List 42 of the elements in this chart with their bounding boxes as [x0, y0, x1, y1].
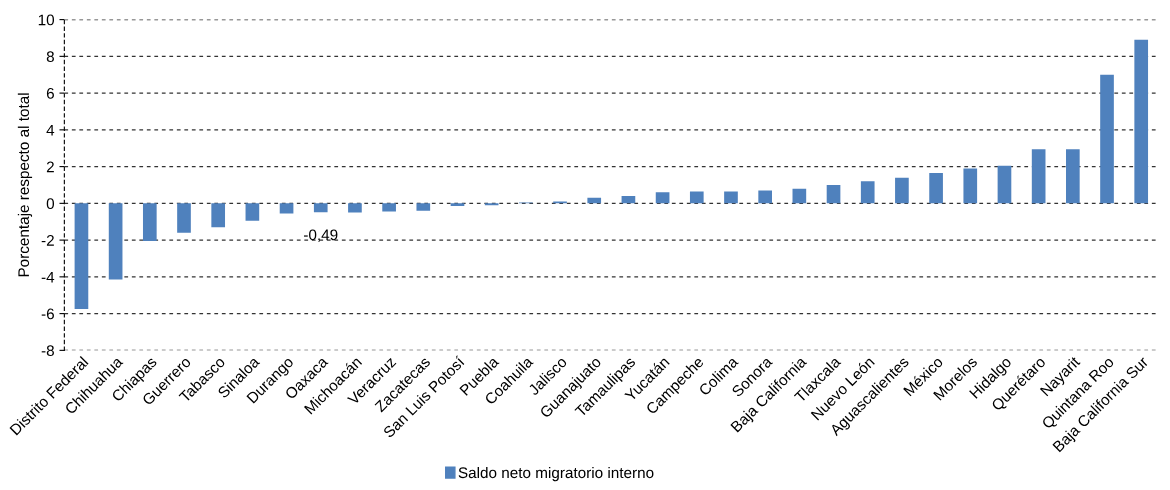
y-tick-label: -4	[41, 271, 55, 283]
bar	[348, 203, 362, 213]
bar	[313, 203, 328, 213]
bar	[929, 173, 943, 204]
data-label: -0,49	[304, 229, 338, 243]
bar	[279, 203, 294, 214]
bar	[382, 203, 396, 212]
y-axis-title: Porcentaje respecto al total	[17, 93, 33, 277]
bar	[245, 203, 260, 221]
bar	[895, 177, 909, 204]
y-tick-label: 4	[46, 124, 55, 136]
bar	[655, 192, 670, 204]
legend-label: Saldo neto migratorio interno	[458, 466, 654, 482]
y-tick-label: -8	[41, 345, 54, 357]
bar	[860, 181, 875, 204]
bar	[792, 188, 807, 204]
bar	[689, 191, 704, 204]
y-tick-label: -2	[41, 234, 54, 246]
bar	[1134, 39, 1149, 204]
y-tick-label: -6	[41, 308, 54, 320]
bar	[74, 203, 89, 310]
bar	[997, 165, 1012, 204]
y-tick-label: 0	[46, 198, 55, 210]
bar	[416, 203, 431, 211]
bar	[587, 197, 602, 204]
bar	[724, 191, 738, 204]
y-tick-label: 2	[46, 161, 54, 173]
bar	[1066, 149, 1080, 204]
bar	[211, 203, 226, 228]
bar	[963, 168, 978, 204]
bar	[1100, 74, 1114, 204]
bar	[142, 203, 157, 242]
bar	[1031, 149, 1046, 204]
bar	[177, 203, 191, 233]
y-tick-label: 6	[46, 87, 54, 99]
y-tick-label: 10	[38, 14, 55, 26]
y-tick-label: 8	[46, 51, 54, 63]
bar	[108, 203, 123, 280]
bar	[758, 190, 772, 204]
bar	[621, 196, 636, 204]
bar	[450, 203, 465, 207]
bar	[826, 184, 841, 204]
